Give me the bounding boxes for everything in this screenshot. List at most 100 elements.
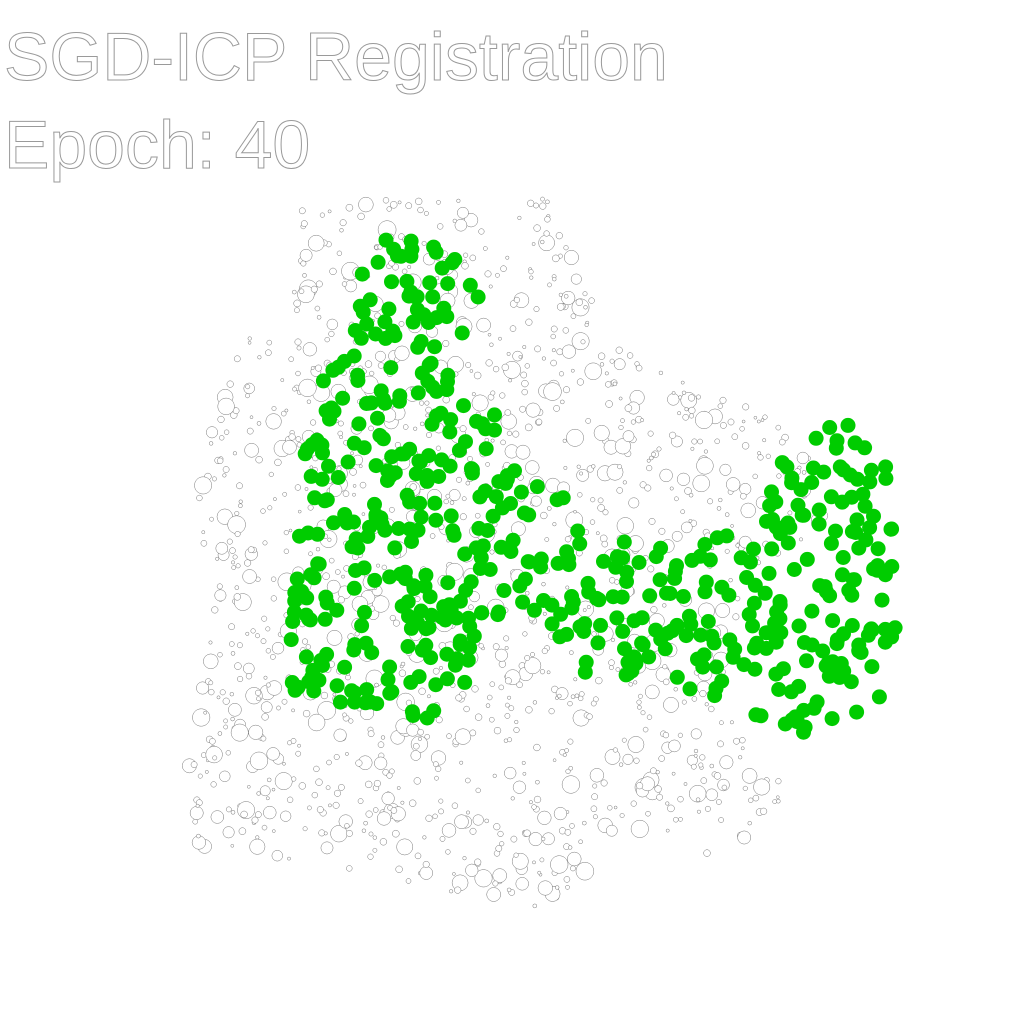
- target-point: [693, 753, 698, 758]
- target-point: [451, 802, 459, 809]
- target-point: [729, 720, 734, 725]
- target-point: [796, 451, 810, 465]
- target-point: [308, 551, 313, 557]
- target-point: [527, 199, 535, 207]
- target-point: [647, 565, 655, 573]
- target-point: [624, 404, 633, 412]
- target-point: [468, 604, 474, 610]
- target-point: [398, 320, 405, 327]
- target-point: [691, 438, 698, 445]
- target-point: [733, 737, 740, 745]
- target-point: [506, 887, 512, 893]
- source-point: [292, 528, 307, 544]
- target-point: [466, 810, 470, 815]
- target-point: [564, 829, 572, 836]
- target-point: [337, 430, 344, 437]
- source-point: [559, 544, 575, 560]
- target-point: [424, 400, 430, 406]
- source-point: [631, 555, 647, 570]
- target-point: [270, 654, 276, 660]
- target-point: [210, 781, 217, 788]
- source-point: [487, 407, 502, 423]
- source-point: [829, 632, 845, 648]
- target-point: [206, 426, 218, 439]
- target-point: [465, 863, 479, 877]
- target-point: [740, 746, 745, 751]
- source-point: [359, 316, 375, 332]
- source-point: [836, 462, 851, 478]
- source-point: [811, 516, 827, 532]
- target-point: [545, 199, 550, 205]
- target-point: [608, 665, 614, 671]
- target-point: [692, 474, 710, 493]
- target-point: [467, 456, 473, 462]
- target-point: [556, 303, 565, 311]
- target-point: [551, 348, 556, 353]
- source-point: [381, 301, 397, 317]
- target-point: [233, 355, 241, 363]
- target-point: [541, 582, 546, 587]
- target-point: [688, 519, 693, 523]
- target-point: [612, 747, 618, 753]
- source-point: [761, 565, 777, 581]
- source-point: [784, 470, 800, 486]
- target-point: [208, 680, 214, 686]
- target-point: [626, 352, 634, 359]
- target-point: [658, 527, 666, 535]
- target-point: [208, 640, 213, 645]
- target-point: [500, 439, 506, 446]
- target-point: [516, 681, 523, 689]
- source-point: [427, 495, 443, 511]
- target-point: [448, 489, 461, 502]
- target-point: [455, 694, 463, 702]
- target-point: [696, 809, 701, 814]
- target-point: [435, 716, 443, 724]
- target-point: [669, 486, 674, 491]
- target-point: [720, 422, 727, 429]
- target-point: [232, 554, 238, 560]
- target-point: [381, 564, 387, 571]
- target-point: [561, 775, 580, 794]
- target-point: [591, 464, 596, 469]
- source-point: [360, 528, 376, 544]
- target-point: [389, 201, 398, 209]
- target-point: [776, 473, 782, 479]
- source-point: [284, 675, 300, 690]
- source-point: [791, 618, 807, 634]
- source-point: [626, 613, 642, 629]
- target-point: [251, 816, 259, 824]
- source-point: [353, 330, 369, 346]
- source-point: [825, 613, 841, 629]
- target-point: [600, 779, 608, 787]
- target-point: [522, 771, 527, 776]
- source-point: [544, 616, 560, 632]
- target-point: [752, 794, 760, 802]
- target-point: [649, 455, 654, 461]
- target-point: [348, 718, 354, 724]
- target-point: [524, 423, 533, 432]
- target-point: [217, 731, 223, 736]
- target-point: [558, 371, 565, 377]
- target-point: [205, 746, 223, 764]
- target-point: [669, 431, 677, 439]
- target-point: [719, 463, 732, 476]
- source-point: [396, 446, 412, 462]
- source-point: [828, 440, 844, 456]
- target-point: [717, 740, 724, 748]
- target-point: [271, 850, 283, 862]
- target-point: [438, 798, 444, 804]
- source-point: [423, 607, 439, 623]
- source-point: [780, 535, 796, 551]
- target-point: [217, 457, 224, 464]
- target-point: [680, 380, 685, 385]
- target-point: [294, 307, 300, 314]
- target-point: [646, 714, 653, 720]
- target-point: [678, 816, 683, 822]
- target-point: [490, 390, 496, 396]
- target-point: [671, 530, 683, 542]
- target-point: [237, 675, 244, 683]
- target-point: [683, 782, 688, 786]
- target-point: [695, 797, 701, 802]
- target-point: [489, 681, 496, 687]
- target-point: [463, 705, 470, 713]
